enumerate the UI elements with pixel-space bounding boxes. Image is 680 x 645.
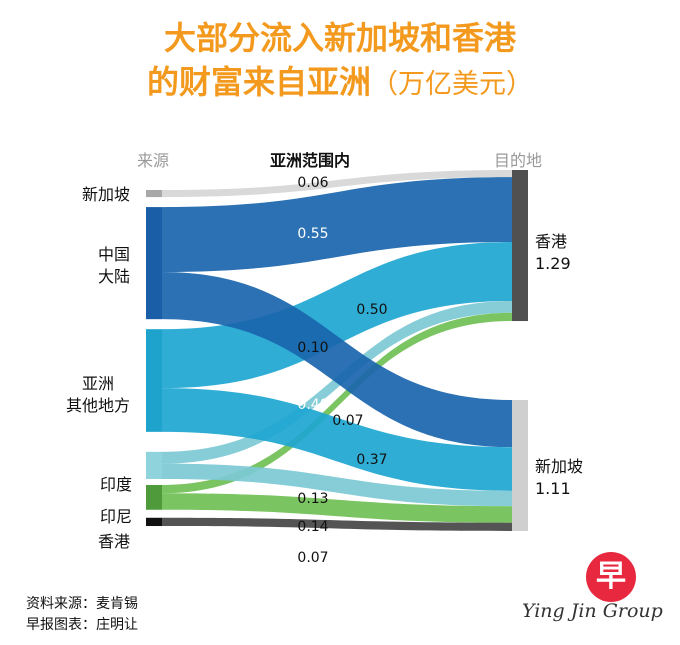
flow-band xyxy=(162,241,512,389)
source-label-rest-of-asia: 亚洲 其他地方 xyxy=(66,373,130,417)
flow-value-label: 0.06 xyxy=(297,175,328,191)
destination-name-singapore: 新加坡 xyxy=(535,457,584,476)
destination-name-hongkong: 香港 xyxy=(535,232,568,251)
flow-band xyxy=(162,177,512,272)
source-node-bar xyxy=(146,190,162,198)
flow-value-label: 0.13 xyxy=(297,491,328,507)
source-label-india: 印度 xyxy=(100,475,133,494)
watermark-text: Ying Jin Group xyxy=(522,600,663,622)
source-node-bar xyxy=(146,207,162,320)
column-header-destination: 目的地 xyxy=(494,151,543,170)
flow-band xyxy=(162,388,512,491)
source-label-china-line1: 中国 xyxy=(98,245,131,264)
flow-value-label: 0.50 xyxy=(356,302,387,318)
destination-value-singapore: 1.11 xyxy=(535,479,571,498)
flow-value-label: 0.14 xyxy=(297,519,328,535)
destination-label-hongkong: 香港 1.29 xyxy=(535,231,571,275)
flow-value-label: 0.55 xyxy=(297,226,328,242)
credit-designer: 早报图表：庄明让 xyxy=(26,617,138,633)
source-node-bar xyxy=(146,451,162,479)
source-label-hongkong: 香港 xyxy=(98,532,131,551)
source-label-rest-of-asia-line1: 亚洲 xyxy=(82,374,115,393)
destination-value-hongkong: 1.29 xyxy=(535,254,571,273)
destination-node-bar xyxy=(512,400,528,531)
chart-title-line1: 大部分流入新加坡和香港 xyxy=(163,19,516,57)
destination-label-singapore: 新加坡 1.11 xyxy=(535,456,583,500)
source-node-bar xyxy=(146,484,162,510)
flow-value-label: 0.37 xyxy=(356,452,387,468)
source-label-rest-of-asia-line2: 其他地方 xyxy=(66,396,131,415)
source-node-bar xyxy=(146,329,162,432)
flow-band xyxy=(162,271,512,448)
source-label-china-line2: 大陆 xyxy=(98,267,131,286)
flow-band xyxy=(162,312,512,494)
flow-band xyxy=(162,463,512,507)
flow-band xyxy=(162,493,512,523)
chart-title-text: 的财富来自亚洲 xyxy=(146,63,371,101)
flow-value-label: 0.07 xyxy=(297,550,328,566)
source-label-china: 中国 大陆 xyxy=(98,244,130,288)
flow-band xyxy=(162,170,512,198)
flow-band xyxy=(162,517,512,531)
flow-value-label: 0.40 xyxy=(297,397,328,413)
flow-value-label: 0.07 xyxy=(332,413,363,429)
flow-value-label: 0.10 xyxy=(297,340,328,356)
zaobao-logo-char: 早 xyxy=(596,559,626,594)
source-label-singapore: 新加坡 xyxy=(82,185,131,204)
source-label-indonesia: 印尼 xyxy=(100,507,133,526)
credit-source: 资料来源：麦肯锡 xyxy=(26,596,138,612)
chart-title-line2: 的财富来自亚洲（万亿美元） xyxy=(0,62,680,105)
column-header-middle: 亚洲范围内 xyxy=(270,151,351,170)
column-header-source: 来源 xyxy=(137,151,170,170)
chart-unit: （万亿美元） xyxy=(371,69,533,100)
zaobao-logo-icon xyxy=(586,552,636,602)
source-node-bar xyxy=(146,517,162,527)
destination-node-bar xyxy=(512,170,528,322)
